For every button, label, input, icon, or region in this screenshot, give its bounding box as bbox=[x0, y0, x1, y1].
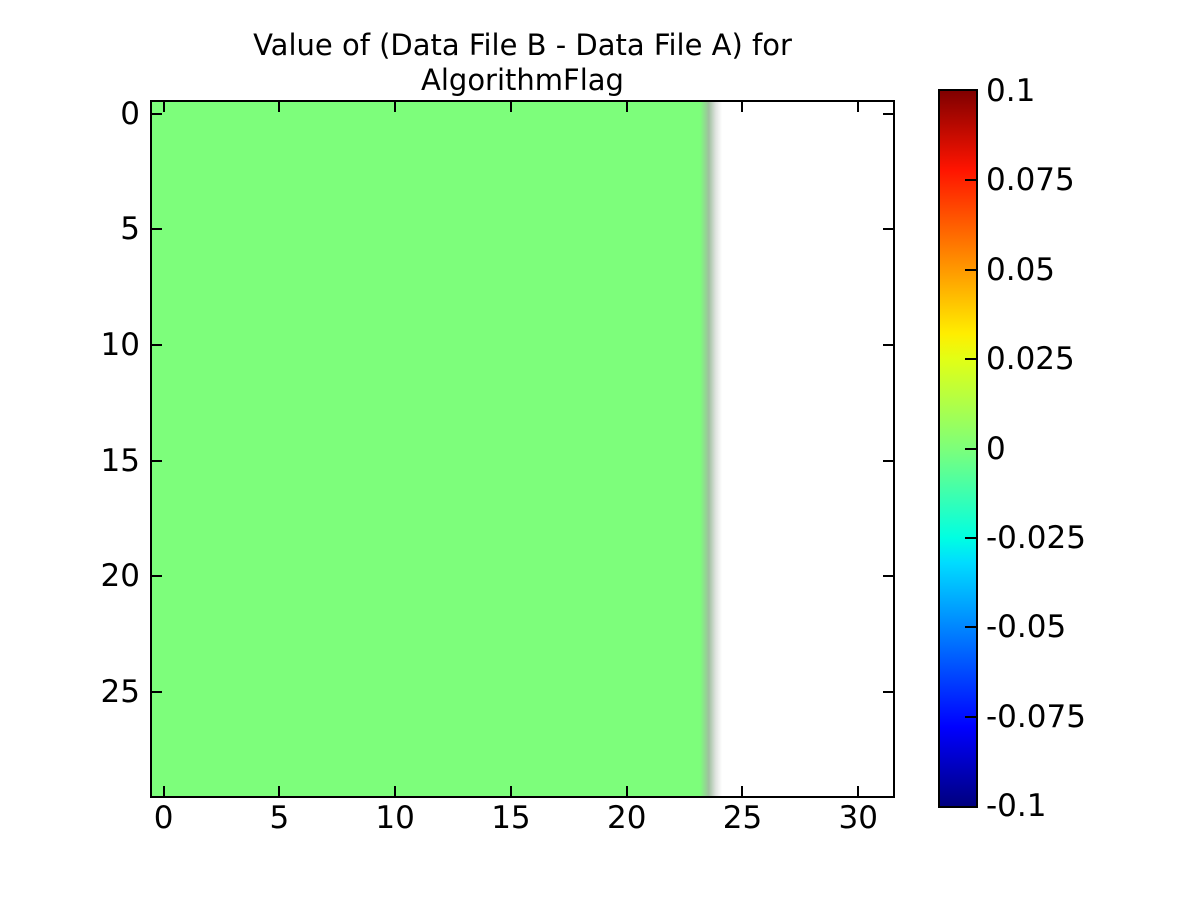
chart-title-line2: AlgorithmFlag bbox=[421, 63, 624, 97]
colorbar-tick-mark bbox=[965, 358, 976, 361]
y-tick-mark-right bbox=[883, 112, 893, 115]
x-tick-mark-top bbox=[741, 102, 744, 112]
chart-title-line1: Value of (Data File B - Data File A) for bbox=[253, 28, 792, 62]
x-tick-mark bbox=[741, 786, 744, 796]
y-tick-mark-right bbox=[883, 459, 893, 462]
y-tick-mark bbox=[152, 575, 162, 578]
y-tick-mark bbox=[152, 343, 162, 346]
x-tick-mark bbox=[162, 786, 165, 796]
colorbar-tick-mark bbox=[965, 715, 976, 718]
x-tick-label: 0 bbox=[153, 800, 174, 836]
colorbar-tick-label: 0 bbox=[986, 430, 1006, 467]
colorbar-tick-label: -0.075 bbox=[986, 698, 1086, 735]
x-tick-mark-top bbox=[509, 102, 512, 112]
x-tick-label: 30 bbox=[838, 800, 878, 836]
y-tick-label: 10 bbox=[100, 326, 140, 363]
colorbar-tick-label: -0.1 bbox=[986, 788, 1047, 824]
y-tick-label: 20 bbox=[100, 558, 140, 595]
colorbar-tick-mark bbox=[965, 536, 976, 539]
colorbar-tick-label: 0.075 bbox=[986, 162, 1075, 199]
colorbar bbox=[938, 89, 978, 808]
colorbar-tick-label: -0.025 bbox=[986, 519, 1086, 556]
x-tick-label: 20 bbox=[606, 800, 647, 836]
plot-area bbox=[150, 100, 895, 798]
y-tick-label: 25 bbox=[100, 673, 140, 710]
y-tick-mark bbox=[152, 459, 162, 462]
y-tick-mark-right bbox=[883, 228, 893, 231]
x-tick-mark-top bbox=[162, 102, 165, 112]
colorbar-tick-label: -0.05 bbox=[986, 609, 1067, 646]
x-tick-label: 5 bbox=[269, 800, 290, 836]
y-tick-mark-right bbox=[883, 690, 893, 693]
x-tick-mark bbox=[625, 786, 628, 796]
x-tick-mark-top bbox=[857, 102, 860, 112]
colorbar-tick-mark bbox=[965, 268, 976, 271]
x-tick-mark bbox=[394, 786, 397, 796]
colorbar-tick-label: 0.05 bbox=[986, 251, 1056, 288]
x-tick-mark-top bbox=[394, 102, 397, 112]
x-tick-label: 10 bbox=[375, 800, 415, 836]
y-tick-mark-right bbox=[883, 575, 893, 578]
y-tick-label: 5 bbox=[120, 211, 140, 248]
heatmap-zero-region bbox=[152, 102, 700, 796]
y-tick-label: 15 bbox=[100, 442, 140, 479]
x-tick-label: 25 bbox=[722, 800, 763, 836]
heatmap-transition-band bbox=[699, 102, 722, 796]
y-tick-mark bbox=[152, 112, 162, 115]
colorbar-tick-mark bbox=[965, 626, 976, 629]
y-tick-label: 0 bbox=[120, 95, 140, 132]
colorbar-tick-mark bbox=[965, 447, 976, 450]
colorbar-tick-label: 0.1 bbox=[986, 73, 1036, 109]
colorbar-tick-label: 0.025 bbox=[986, 341, 1075, 378]
x-tick-mark bbox=[509, 786, 512, 796]
y-tick-mark-right bbox=[883, 343, 893, 346]
colorbar-tick-mark bbox=[965, 179, 976, 182]
x-tick-mark bbox=[278, 786, 281, 796]
x-tick-mark bbox=[857, 786, 860, 796]
x-tick-label: 15 bbox=[491, 800, 531, 836]
y-tick-mark bbox=[152, 690, 162, 693]
y-tick-mark bbox=[152, 228, 162, 231]
x-tick-mark-top bbox=[625, 102, 628, 112]
chart-title: Value of (Data File B - Data File A) for… bbox=[150, 28, 895, 98]
x-tick-mark-top bbox=[278, 102, 281, 112]
